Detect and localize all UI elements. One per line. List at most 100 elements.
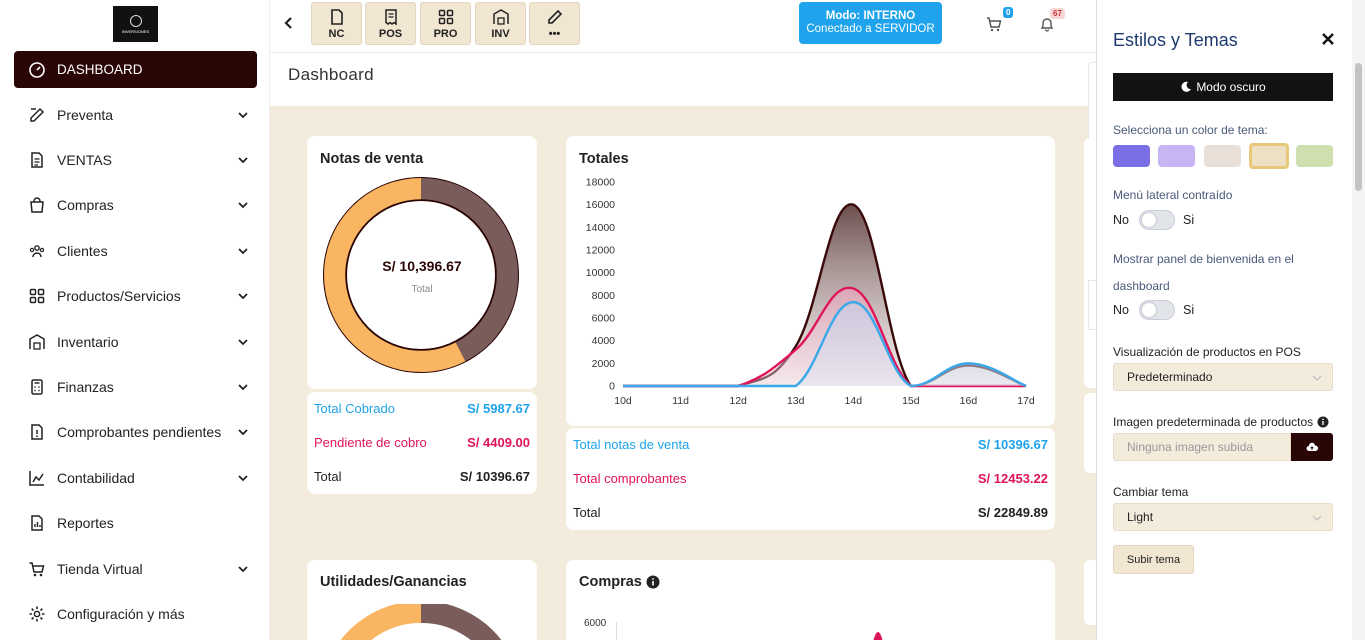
welcome-panel-toggle[interactable]: [1138, 300, 1175, 320]
theme-color-swatch[interactable]: [1204, 145, 1241, 167]
x-tick-label: 12d: [729, 395, 747, 407]
sidebar-item-label: Finanzas: [57, 379, 114, 396]
notas-summary-row: Total S/ 10396.67: [314, 469, 530, 484]
y-tick-label: 16000: [586, 199, 615, 211]
brand-logo[interactable]: INVERSIONES: [113, 6, 158, 42]
notas-summary-card: Total Cobrado S/ 5987.67 Pendiente de cobr…: [307, 392, 537, 494]
receipt-icon: [384, 8, 397, 25]
toolbar-button-4[interactable]: •••: [529, 2, 580, 45]
donut-center-label: Total: [411, 284, 433, 295]
toolbar-button-label: INV: [491, 27, 510, 40]
x-tick-label: 17d: [1017, 395, 1035, 407]
chart-icon: [29, 470, 44, 486]
theme-color-swatch[interactable]: [1249, 143, 1289, 169]
compras-title-text: Compras: [579, 574, 642, 590]
users-icon: [29, 244, 45, 257]
sidebar-item-label: Tienda Virtual: [57, 560, 143, 577]
toolbar-button-label: PRO: [433, 27, 458, 40]
collapse-sidebar-icon[interactable]: [282, 15, 296, 31]
y-tick-label: 14000: [586, 222, 615, 234]
pos-view-value: Predeterminado: [1127, 370, 1213, 384]
donut-segment-cobrado: [324, 178, 518, 372]
warehouse-icon: [29, 333, 45, 350]
cart-icon[interactable]: [985, 15, 1003, 33]
theme-color-swatch[interactable]: [1296, 145, 1333, 167]
sidebar-item-2[interactable]: VENTAS: [14, 137, 257, 182]
chevron-down-icon: [238, 429, 248, 436]
menu-collapsed-toggle-row: No Si: [1113, 210, 1194, 230]
info-icon[interactable]: [1317, 416, 1329, 428]
summary-value: S/ 10396.67: [459, 469, 530, 484]
upload-theme-button[interactable]: Subir tema: [1113, 545, 1194, 574]
toggle-si-label: Si: [1182, 303, 1195, 317]
sidebar-item-4[interactable]: Clientes: [14, 228, 257, 273]
sidebar-item-7[interactable]: Finanzas: [14, 364, 257, 409]
pos-view-label: Visualización de productos en POS: [1113, 345, 1301, 359]
close-icon[interactable]: [1320, 31, 1336, 47]
theme-color-swatch[interactable]: [1158, 145, 1195, 167]
panel-title: Estilos y Temas: [1113, 30, 1238, 50]
dark-mode-button[interactable]: Modo oscuro: [1113, 73, 1333, 101]
summary-value: S/ 10396.67: [977, 437, 1048, 452]
welcome-toggle-row: No Si: [1113, 300, 1194, 320]
sidebar-item-label: Reportes: [57, 515, 114, 532]
page-scrollbar[interactable]: [1352, 0, 1365, 640]
document-icon: [31, 152, 43, 168]
sidebar-item-11[interactable]: Tienda Virtual: [14, 546, 257, 591]
image-placeholder: Ninguna imagen subida: [1127, 440, 1254, 454]
notas-summary-row: Total Cobrado S/ 5987.67: [314, 401, 530, 416]
totales-summary-row: Total comprobantes S/ 12453.22: [573, 471, 1048, 486]
chevron-down-icon: [238, 248, 248, 255]
sidebar-item-6[interactable]: Inventario: [14, 319, 257, 364]
color-label: Selecciona un color de tema:: [1113, 123, 1268, 137]
summary-value: S/ 4409.00: [467, 435, 530, 450]
sidebar-item-8[interactable]: Comprobantes pendientes: [14, 410, 257, 455]
edit-icon: [30, 107, 45, 122]
sidebar-item-label: Preventa: [57, 106, 114, 123]
summary-label: Total comprobantes: [573, 471, 687, 486]
y-tick-label: 2000: [592, 358, 616, 370]
sidebar-item-label: Comprobantes pendientes: [57, 424, 222, 441]
bell-icon[interactable]: [1039, 16, 1055, 32]
notas-venta-donut: [323, 177, 519, 373]
default-image-input[interactable]: Ninguna imagen subida: [1113, 433, 1291, 461]
chevron-down-icon: [1312, 375, 1322, 381]
theme-color-swatch[interactable]: [1113, 145, 1150, 167]
sidebar-item-10[interactable]: Reportes: [14, 501, 257, 546]
right-card-peek: [1084, 138, 1096, 388]
sidebar-item-1[interactable]: Preventa: [14, 92, 257, 137]
toolbar-button-1[interactable]: POS: [365, 2, 416, 45]
notification-badge: 67: [1050, 8, 1065, 19]
right-card-edge: [1088, 280, 1096, 330]
sidebar-item-12[interactable]: Configuración y más: [14, 591, 257, 636]
utilidades-card: Utilidades/Ganancias: [307, 560, 537, 640]
sidebar-item-label: DASHBOARD: [57, 62, 143, 77]
sidebar-item-5[interactable]: Productos/Servicios: [14, 274, 257, 319]
menu-collapsed-toggle[interactable]: [1138, 210, 1175, 230]
pos-view-select[interactable]: Predeterminado: [1113, 363, 1333, 391]
summary-label: Total: [314, 469, 342, 484]
scrollbar-thumb[interactable]: [1355, 63, 1362, 191]
toolbar-button-3[interactable]: INV: [475, 2, 526, 45]
sidebar-item-3[interactable]: Compras: [14, 183, 257, 228]
chevron-down-icon: [238, 475, 248, 482]
toolbar-button-2[interactable]: PRO: [420, 2, 471, 45]
sidebar-item-9[interactable]: Contabilidad: [14, 455, 257, 500]
x-tick-label: 16d: [960, 395, 978, 407]
theme-select[interactable]: Light: [1113, 503, 1333, 531]
toggle-si-label: Si: [1182, 213, 1195, 227]
upload-image-button[interactable]: [1291, 433, 1333, 461]
compras-y-tick: 6000: [584, 618, 607, 629]
cart-badge: 0: [1003, 7, 1014, 18]
sidebar-item-label: Productos/Servicios: [57, 288, 181, 305]
sidebar-item-0[interactable]: DASHBOARD: [14, 51, 257, 88]
series-area-2: [623, 302, 1026, 386]
toolbar-button-0[interactable]: NC: [311, 2, 362, 45]
y-tick-label: 0: [609, 381, 615, 393]
info-icon[interactable]: [646, 575, 660, 589]
logo-mark-icon: [129, 14, 142, 27]
y-tick-label: 8000: [592, 290, 616, 302]
menu-collapsed-label: Menú lateral contraído: [1113, 188, 1233, 202]
server-mode-button[interactable]: Modo: INTERNO Conectado a SERVIDOR: [799, 2, 942, 44]
donut-hole: [347, 201, 495, 349]
